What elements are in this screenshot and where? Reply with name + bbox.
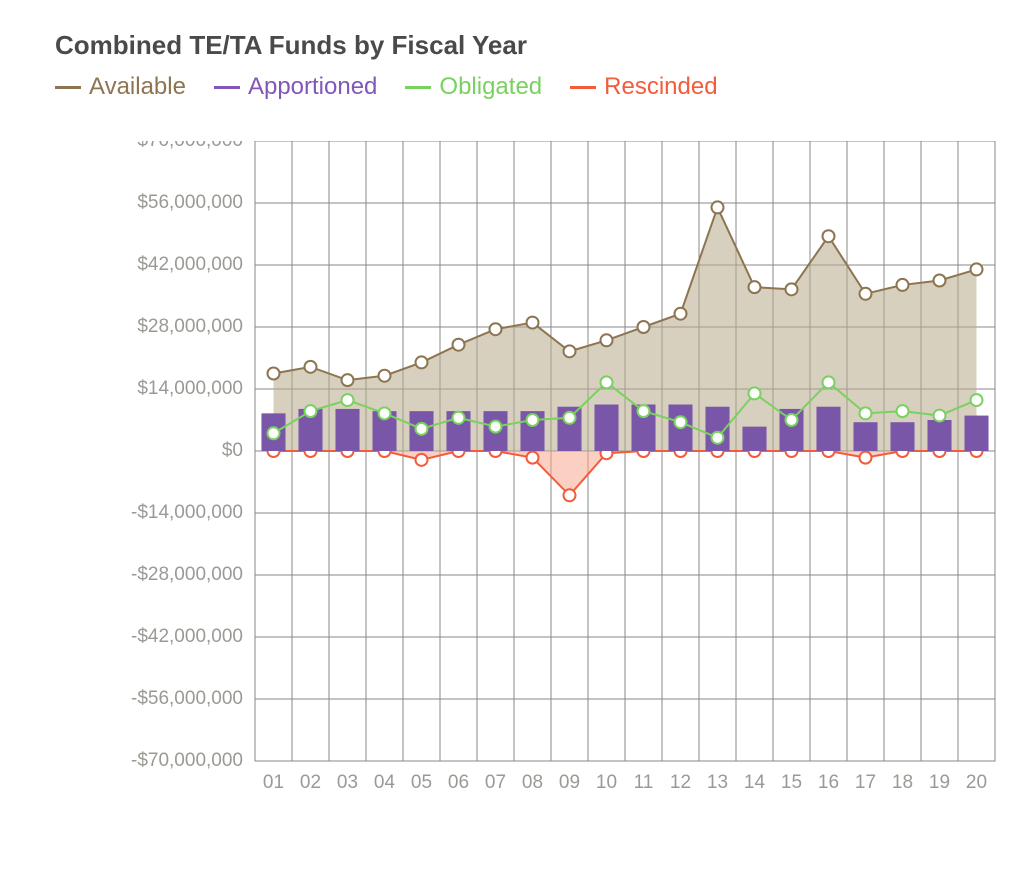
- available-marker: [971, 263, 983, 275]
- available-marker: [490, 323, 502, 335]
- obligated-marker: [342, 394, 354, 406]
- obligated-marker: [638, 405, 650, 417]
- ytick-label: -$28,000,000: [131, 564, 243, 585]
- rescinded-marker: [564, 489, 576, 501]
- obligated-marker: [897, 405, 909, 417]
- obligated-marker: [379, 407, 391, 419]
- obligated-marker: [268, 427, 280, 439]
- available-marker: [527, 317, 539, 329]
- xtick-label: 10: [596, 772, 617, 793]
- obligated-marker: [934, 410, 946, 422]
- legend-label-available: Available: [89, 73, 186, 101]
- available-marker: [786, 283, 798, 295]
- xtick-label: 16: [818, 772, 839, 793]
- ytick-label: $42,000,000: [137, 254, 243, 275]
- available-marker: [416, 356, 428, 368]
- apportioned-bar: [742, 427, 766, 451]
- apportioned-bar: [964, 416, 988, 451]
- obligated-marker: [527, 414, 539, 426]
- legend-swatch-rescinded: [570, 86, 596, 89]
- legend-swatch-apportioned: [214, 86, 240, 89]
- legend-item-rescinded: Rescinded: [570, 73, 717, 101]
- xtick-label: 14: [744, 772, 766, 793]
- xtick-label: 15: [781, 772, 802, 793]
- legend-label-rescinded: Rescinded: [604, 73, 717, 101]
- legend-item-obligated: Obligated: [405, 73, 542, 101]
- obligated-marker: [564, 412, 576, 424]
- obligated-marker: [675, 416, 687, 428]
- xtick-label: 20: [966, 772, 987, 793]
- apportioned-bar: [890, 422, 914, 451]
- ytick-label: $0: [222, 440, 243, 461]
- legend-swatch-obligated: [405, 86, 431, 89]
- xtick-label: 12: [670, 772, 691, 793]
- available-marker: [712, 201, 724, 213]
- legend: Available Apportioned Obligated Rescinde…: [55, 73, 989, 101]
- ytick-label: $14,000,000: [137, 378, 243, 399]
- ytick-label: -$14,000,000: [131, 502, 243, 523]
- ytick-label: -$70,000,000: [131, 750, 243, 771]
- available-marker: [564, 345, 576, 357]
- xtick-label: 07: [485, 772, 506, 793]
- xtick-label: 13: [707, 772, 728, 793]
- legend-item-apportioned: Apportioned: [214, 73, 377, 101]
- ytick-label: $70,000,000: [137, 141, 243, 151]
- apportioned-bar: [853, 422, 877, 451]
- ytick-label: -$42,000,000: [131, 626, 243, 647]
- chart-area: -$70,000,000 -$56,000,000 -$42,000,000 -$28…: [55, 141, 989, 821]
- available-marker: [934, 275, 946, 287]
- xtick-label: 01: [263, 772, 284, 793]
- obligated-marker: [453, 412, 465, 424]
- obligated-marker: [971, 394, 983, 406]
- available-marker: [860, 288, 872, 300]
- ytick-label: $28,000,000: [137, 316, 243, 337]
- legend-label-apportioned: Apportioned: [248, 73, 377, 101]
- ytick-label: -$56,000,000: [131, 688, 243, 709]
- available-marker: [379, 370, 391, 382]
- legend-swatch-available: [55, 86, 81, 89]
- obligated-marker: [305, 405, 317, 417]
- rescinded-marker: [527, 452, 539, 464]
- xtick-label: 05: [411, 772, 432, 793]
- xtick-label: 18: [892, 772, 913, 793]
- apportioned-bar: [335, 409, 359, 451]
- rescinded-marker: [860, 452, 872, 464]
- available-marker: [305, 361, 317, 373]
- xtick-label: 04: [374, 772, 396, 793]
- ytick-label: $56,000,000: [137, 192, 243, 213]
- apportioned-bar: [594, 405, 618, 452]
- available-marker: [638, 321, 650, 333]
- legend-label-obligated: Obligated: [439, 73, 542, 101]
- xtick-label: 19: [929, 772, 950, 793]
- available-marker: [823, 230, 835, 242]
- obligated-marker: [416, 423, 428, 435]
- xtick-label: 17: [855, 772, 876, 793]
- xtick-label: 11: [634, 772, 654, 793]
- available-marker: [453, 339, 465, 351]
- xtick-label: 08: [522, 772, 543, 793]
- available-marker: [342, 374, 354, 386]
- available-marker: [601, 334, 613, 346]
- obligated-marker: [860, 407, 872, 419]
- obligated-marker: [786, 414, 798, 426]
- available-marker: [675, 308, 687, 320]
- obligated-marker: [601, 376, 613, 388]
- available-marker: [268, 368, 280, 380]
- xtick-label: 03: [337, 772, 358, 793]
- xtick-label: 09: [559, 772, 580, 793]
- available-marker: [897, 279, 909, 291]
- obligated-marker: [823, 376, 835, 388]
- apportioned-bar: [816, 407, 840, 451]
- xtick-label: 02: [300, 772, 321, 793]
- obligated-marker: [712, 432, 724, 444]
- chart-svg: -$70,000,000 -$56,000,000 -$42,000,000 -$28…: [55, 141, 1015, 821]
- legend-item-available: Available: [55, 73, 186, 101]
- xtick-label: 06: [448, 772, 469, 793]
- obligated-marker: [749, 387, 761, 399]
- obligated-marker: [490, 421, 502, 433]
- chart-title: Combined TE/TA Funds by Fiscal Year: [55, 30, 989, 61]
- available-marker: [749, 281, 761, 293]
- apportioned-bar: [927, 420, 951, 451]
- rescinded-marker: [416, 454, 428, 466]
